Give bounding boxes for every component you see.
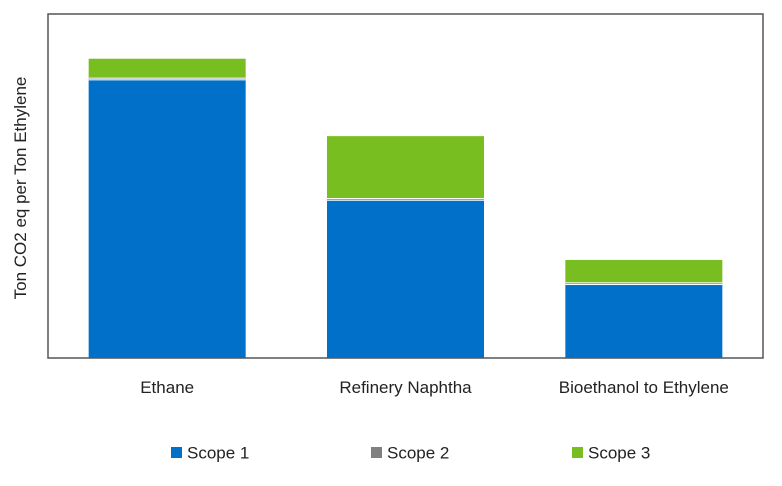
x-tick-label: Refinery Naphtha (339, 378, 472, 397)
legend-item-scope-1: Scope 1 (171, 444, 249, 463)
legend-label: Scope 2 (387, 444, 449, 463)
legend-swatch (171, 447, 182, 458)
y-axis-label: Ton CO2 eq per Ton Ethylene (11, 77, 30, 300)
bar-scope-3-ethane (88, 58, 246, 78)
legend-swatch (572, 447, 583, 458)
legend-label: Scope 1 (187, 444, 249, 463)
legend-item-scope-3: Scope 3 (572, 444, 650, 463)
bar-scope-3-bioethanol-to-ethylene (565, 259, 723, 283)
bar-scope-3-refinery-naphtha (327, 136, 484, 199)
x-tick-label: Bioethanol to Ethylene (559, 378, 729, 397)
legend-item-scope-2: Scope 2 (371, 444, 449, 463)
bar-scope-1-ethane (88, 79, 246, 359)
x-tick-label: Ethane (140, 378, 194, 397)
legend-swatch (371, 447, 382, 458)
legend-label: Scope 3 (588, 444, 650, 463)
bar-scope-1-bioethanol-to-ethylene (565, 284, 723, 358)
legend: Scope 1 Scope 2 Scope 3 (171, 444, 650, 463)
bars (88, 58, 723, 359)
x-axis-tick-labels: Ethane Refinery Naphtha Bioethanol to Ethy… (140, 378, 729, 397)
bar-scope-1-refinery-naphtha (327, 199, 484, 358)
